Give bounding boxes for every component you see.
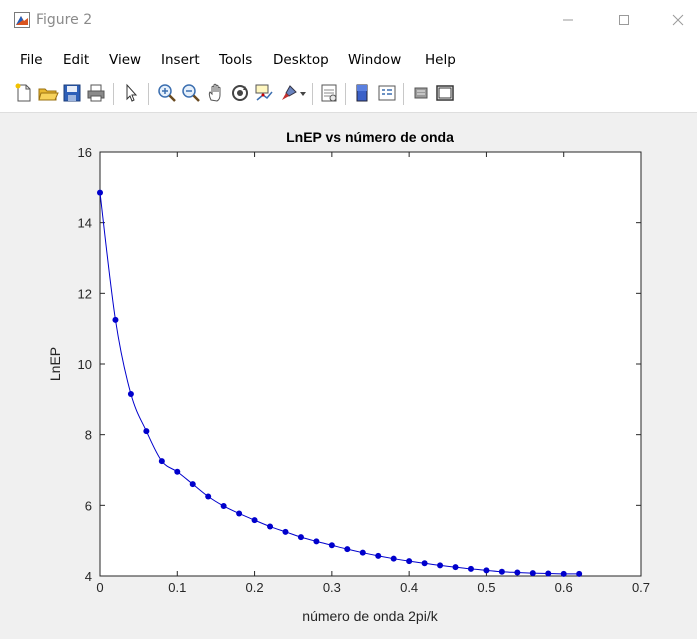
data-point: [576, 570, 583, 577]
data-point: [390, 555, 397, 562]
data-point: [282, 528, 289, 535]
y-tick-label: 12: [78, 286, 92, 301]
close-icon: [672, 14, 684, 26]
x-tick-label: 0.2: [246, 580, 264, 595]
data-point: [545, 570, 552, 577]
data-point: [313, 538, 320, 545]
menu-file[interactable]: File: [20, 52, 43, 68]
pan-hand-icon[interactable]: [205, 82, 227, 104]
toolbar-separator: [148, 83, 149, 105]
new-figure-icon[interactable]: [13, 82, 35, 104]
data-point: [267, 523, 274, 530]
data-point: [297, 534, 304, 541]
rotate-3d-icon[interactable]: [229, 82, 251, 104]
data-point: [220, 503, 227, 510]
series-markers: [97, 189, 583, 577]
data-point: [344, 546, 351, 553]
figure-canvas: 0 0.1 0.2 0.3 0.4 0.5 0.6 0.7 4 6 8 10 12 14 16 LnEP v…: [0, 113, 697, 634]
data-point: [143, 428, 150, 435]
minimize-button[interactable]: [548, 6, 588, 34]
print-icon[interactable]: [85, 82, 107, 104]
y-tick-label: 6: [85, 498, 92, 513]
matlab-figure-icon: [14, 12, 30, 28]
data-point: [251, 517, 258, 524]
toolbar-separator: [345, 83, 346, 105]
data-point: [97, 189, 103, 196]
y-tick-label: 10: [78, 357, 92, 372]
menu-window[interactable]: Window: [348, 52, 402, 68]
axes-box[interactable]: [99, 151, 642, 577]
x-tick-label: 0: [96, 580, 103, 595]
data-point: [328, 542, 335, 549]
maximize-icon: [619, 15, 629, 25]
menu-bar: File Edit View Insert Tools Desktop Wind…: [0, 40, 697, 76]
x-axis-label: número de onda 2pi/k: [302, 608, 438, 624]
x-tick-label: 0.4: [400, 580, 418, 595]
data-point: [406, 558, 413, 565]
data-point: [112, 316, 119, 323]
data-point: [483, 567, 490, 574]
data-point: [189, 481, 196, 488]
minimize-icon: [563, 19, 573, 21]
menu-desktop[interactable]: Desktop: [273, 52, 329, 68]
y-tick-label: 14: [78, 216, 92, 231]
data-point: [467, 565, 474, 572]
data-point: [452, 564, 459, 571]
plot-area: 0 0.1 0.2 0.3 0.4 0.5 0.6 0.7 4 6 8 10 12 14 16 LnEP v…: [47, 129, 651, 624]
menu-insert[interactable]: Insert: [161, 52, 200, 68]
x-tick-label: 0.5: [477, 580, 495, 595]
menu-tools[interactable]: Tools: [219, 52, 253, 68]
figure-toolbar: [0, 76, 697, 113]
data-point: [174, 468, 181, 475]
y-tick-label: 16: [78, 145, 92, 160]
x-tick-label: 0.6: [555, 580, 573, 595]
axis-ticks: 0 0.1 0.2 0.3 0.4 0.5 0.6 0.7 4 6 8 10 12 14 16: [78, 145, 651, 595]
data-point: [375, 552, 382, 559]
toolbar-separator: [113, 83, 114, 105]
save-icon[interactable]: [61, 82, 83, 104]
show-plot-tools-icon[interactable]: [434, 82, 456, 104]
hide-plot-tools-icon[interactable]: [410, 82, 432, 104]
data-point: [205, 493, 212, 500]
close-button[interactable]: [658, 6, 697, 34]
data-point: [498, 568, 505, 575]
data-point: [127, 391, 134, 398]
menu-edit[interactable]: Edit: [63, 52, 90, 68]
y-tick-label: 8: [85, 428, 92, 443]
toolbar-separator: [403, 83, 404, 105]
data-point: [359, 549, 366, 556]
zoom-out-icon[interactable]: [180, 82, 202, 104]
data-point: [421, 560, 428, 567]
data-point: [437, 562, 444, 569]
brush-icon[interactable]: [278, 82, 300, 104]
data-point: [560, 570, 567, 577]
open-file-icon[interactable]: [37, 82, 59, 104]
brush-dropdown-icon[interactable]: [299, 90, 307, 98]
data-point: [236, 510, 243, 517]
y-tick-label: 4: [85, 569, 92, 584]
colorbar-icon[interactable]: [351, 82, 373, 104]
data-point: [158, 458, 165, 465]
window-title-bar: Figure 2: [0, 0, 697, 40]
y-axis-label: LnEP: [47, 347, 63, 381]
menu-view[interactable]: View: [109, 52, 142, 68]
toolbar-separator: [312, 83, 313, 105]
zoom-in-icon[interactable]: [156, 82, 178, 104]
x-tick-label: 0.7: [632, 580, 650, 595]
link-plot-icon[interactable]: [318, 82, 340, 104]
data-point: [529, 570, 536, 577]
legend-icon[interactable]: [376, 82, 398, 104]
data-point: [514, 569, 521, 576]
x-tick-label: 0.1: [168, 580, 186, 595]
maximize-button[interactable]: [604, 6, 644, 34]
menu-help[interactable]: Help: [425, 52, 456, 68]
chart-title: LnEP vs número de onda: [286, 129, 454, 145]
window-title: Figure 2: [36, 12, 93, 28]
pointer-icon[interactable]: [120, 82, 142, 104]
data-cursor-icon[interactable]: [253, 82, 275, 104]
x-tick-label: 0.3: [323, 580, 341, 595]
